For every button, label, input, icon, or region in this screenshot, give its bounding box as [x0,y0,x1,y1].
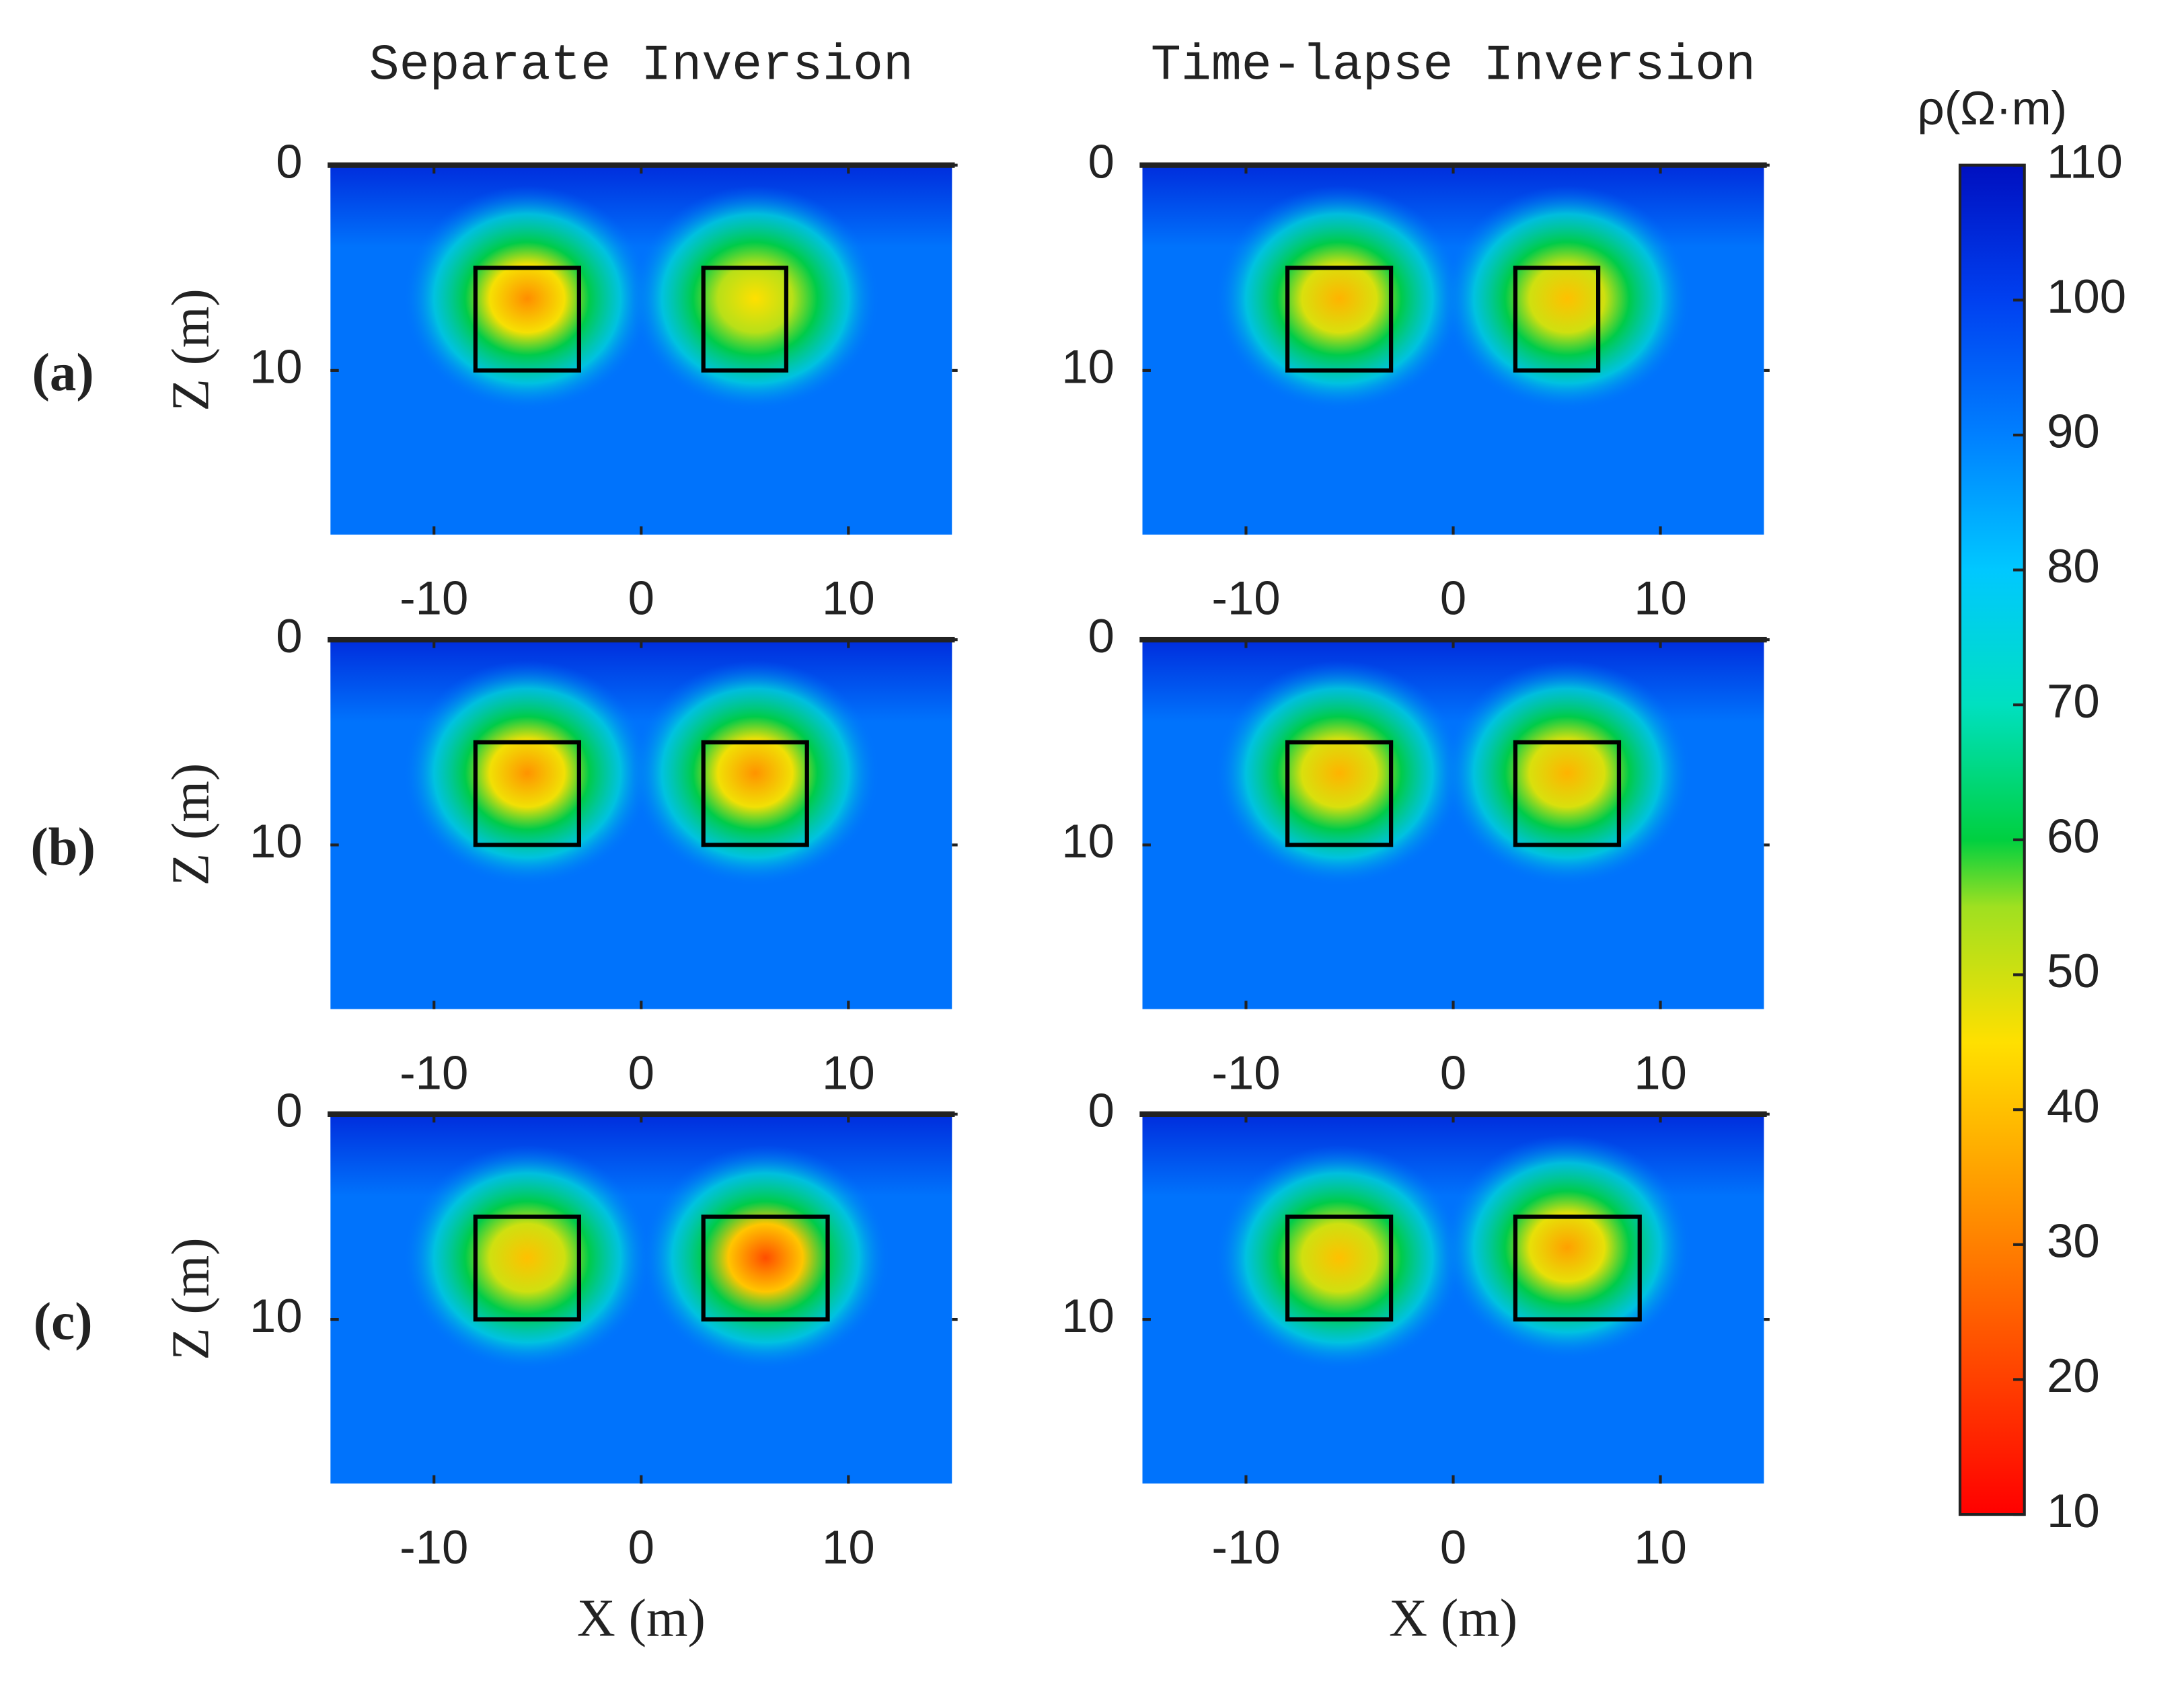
anomaly [1443,660,1692,886]
anomaly [1215,1145,1464,1371]
anomaly [630,660,880,886]
y-tick-label: 10 [1061,1289,1115,1342]
colorbar-tick-label: 80 [2047,539,2100,592]
x-tick-label: 10 [822,1046,875,1099]
true-anomaly-box [1513,1214,1642,1322]
true-anomaly-box [1285,740,1394,847]
true-anomaly-box [1513,740,1622,847]
y-axis-label: Z (m) [162,288,221,411]
heatmap [330,165,952,535]
y-tick-label: 0 [1088,609,1114,662]
x-tick-label: 10 [1634,1046,1687,1099]
anomaly [403,660,652,886]
colorbar-title: ρ(Ω·m) [1917,81,2067,134]
anomaly [1215,186,1464,412]
panel-title: Time-lapse Inversion [1151,38,1756,95]
x-tick-label: 10 [1634,572,1687,625]
y-tick-label: 10 [1061,814,1115,867]
anomaly [1215,660,1464,886]
true-anomaly-box [1285,266,1394,373]
x-axis-label: X (m) [577,1590,706,1648]
surface-layer [1142,1114,1764,1196]
x-tick-label: 0 [1440,572,1466,625]
true-anomaly-box [701,740,809,847]
true-anomaly-box [1285,1214,1394,1322]
colorbar-tick-label: 100 [2047,270,2126,323]
true-anomaly-box [701,266,789,373]
x-tick-label: 0 [628,1046,654,1099]
y-tick-label: 0 [1088,134,1114,188]
x-tick-label: -10 [400,1046,468,1099]
anomaly [1443,186,1692,412]
heatmap [330,1114,952,1484]
y-tick-label: 0 [276,609,302,662]
anomaly [630,186,880,412]
x-tick-label: 10 [822,1520,875,1574]
colorbar-tick-label: 110 [2047,134,2123,188]
y-tick-label: 10 [1061,340,1115,393]
colorbar-tick-label: 60 [2047,810,2100,863]
y-tick-label: 10 [250,814,303,867]
x-axis-label: X (m) [1389,1590,1517,1648]
x-tick-label: -10 [1211,572,1280,625]
x-tick-label: -10 [400,1520,468,1574]
y-tick-label: 0 [276,1083,302,1136]
surface-layer [1142,640,1764,722]
true-anomaly-box [1513,266,1601,373]
y-axis-label: Z (m) [162,763,221,886]
y-tick-label: 0 [1088,1083,1114,1136]
y-tick-label: 10 [250,340,303,393]
true-anomaly-box [473,1214,581,1322]
x-tick-label: 0 [628,572,654,625]
anomaly [641,1145,890,1371]
surface-layer [1142,165,1764,247]
x-tick-label: 0 [1440,1046,1466,1099]
colorbar-tick-label: 10 [2047,1484,2100,1537]
x-tick-label: 0 [1440,1520,1466,1574]
true-anomaly-box [473,740,581,847]
anomaly [403,186,652,412]
surface-layer [330,640,952,722]
x-tick-label: 10 [1634,1520,1687,1574]
anomaly [403,1145,652,1371]
x-tick-label: 10 [822,572,875,625]
panel-label: (c) [34,1292,93,1351]
colorbar-tick-label: 90 [2047,405,2100,458]
x-tick-label: -10 [1211,1046,1280,1099]
surface-layer [330,165,952,247]
x-tick-label: -10 [400,572,468,625]
colorbar-tick-label: 40 [2047,1079,2100,1132]
colorbar-tick-label: 50 [2047,944,2100,997]
x-tick-label: 0 [628,1520,654,1574]
y-axis-label: Z (m) [162,1237,221,1360]
colorbar-tick-label: 30 [2047,1214,2100,1267]
colorbar-tick-label: 20 [2047,1349,2100,1402]
heatmap [1142,640,1764,1009]
panel-label: (a) [32,344,94,402]
true-anomaly-box [473,266,581,373]
anomaly [1443,1134,1692,1361]
colorbar-tick-label: 70 [2047,674,2100,728]
panel-label: (b) [30,818,96,877]
y-tick-label: 0 [276,134,302,188]
x-tick-label: -10 [1211,1520,1280,1574]
y-tick-label: 10 [250,1289,303,1342]
heatmap [330,640,952,1009]
panel-title: Separate Inversion [369,38,913,95]
heatmap [1142,1114,1764,1484]
heatmap [1142,165,1764,535]
true-anomaly-box [701,1214,830,1322]
